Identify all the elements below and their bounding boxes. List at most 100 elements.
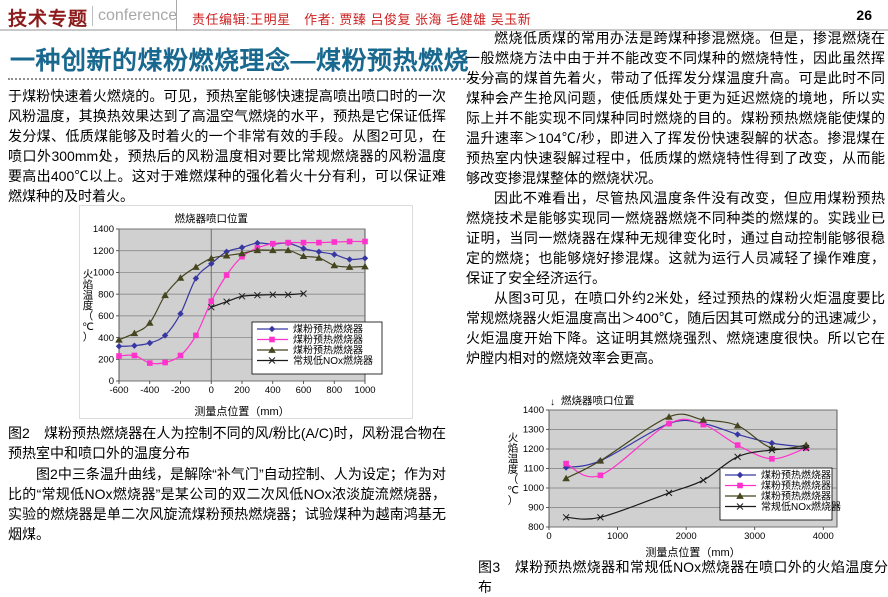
fig3-svg: 800 900 1000 1100 1200 1300 1400 0 1000 2000 3000 4… xyxy=(507,394,841,559)
y-axis-title-char: 焰 xyxy=(508,441,519,454)
y-tick-label: 1400 xyxy=(93,224,114,235)
left-column-paragraph-1: 于煤粉快速着火燃烧的。可见，预热室能够快速提高喷出喷口时的一次风粉温度，其换热效… xyxy=(8,88,446,204)
x-marker xyxy=(223,298,230,306)
diamond-marker xyxy=(131,342,138,349)
x-marker xyxy=(238,292,246,300)
diamond-marker xyxy=(238,244,246,251)
x-tick-label: 0 xyxy=(546,531,551,542)
square-marker xyxy=(131,352,138,359)
y-axis-title-char: （ xyxy=(83,310,94,322)
square-marker xyxy=(270,240,276,247)
triangle-marker xyxy=(345,263,354,270)
diamond-marker xyxy=(192,275,200,282)
triangle-marker xyxy=(222,252,231,259)
triangle-marker xyxy=(207,254,216,262)
x-axis-title: 测量点位置（mm） xyxy=(194,404,289,418)
triangle-marker xyxy=(284,246,292,254)
x-marker xyxy=(300,290,307,297)
x-axis-title: 测量点位置（mm） xyxy=(645,545,740,559)
diamond-marker xyxy=(146,339,153,347)
figure-2-chart: 0 200 400 600 800 1000 1200 1400 -600 -400 -200 0 20… xyxy=(79,205,413,419)
square-marker xyxy=(116,353,122,359)
y-tick-label: 1200 xyxy=(93,246,114,257)
square-marker xyxy=(316,239,322,246)
legend-label: 煤粉预热燃烧器 xyxy=(293,323,363,336)
square-marker xyxy=(666,420,672,427)
y-axis-title-char: 度 xyxy=(83,299,94,312)
y-axis-title-char: （ xyxy=(508,474,519,486)
page-header: 技术专题 conference 责任编辑:王明星 作者: 贾臻 吕俊复 张海 毛… xyxy=(0,0,888,31)
square-marker xyxy=(362,238,368,245)
diamond-marker xyxy=(346,256,353,263)
diamond-marker xyxy=(115,343,123,350)
x-marker xyxy=(734,453,741,461)
triangle-marker xyxy=(562,474,570,482)
x-marker xyxy=(269,291,277,299)
diamond-marker xyxy=(331,251,338,258)
triangle-marker xyxy=(115,336,123,343)
x-marker xyxy=(802,444,810,452)
legend-box xyxy=(251,321,383,375)
y-tick-label: 800 xyxy=(98,289,114,300)
square-marker xyxy=(239,253,245,260)
diamond-marker xyxy=(300,245,307,252)
triangle-marker xyxy=(146,319,154,326)
x-tick-label: 800 xyxy=(326,385,342,396)
y-tick-label: 1100 xyxy=(524,464,544,475)
square-marker xyxy=(147,360,153,366)
legend-label: 煤粉预热燃烧器 xyxy=(293,344,363,357)
x-marker xyxy=(284,291,292,299)
square-marker xyxy=(162,359,168,366)
x-tick-label: 0 xyxy=(209,385,214,396)
legend-label: 煤粉预热燃烧器 xyxy=(761,469,831,482)
x-tick-label: -400 xyxy=(140,385,159,396)
square-marker xyxy=(285,239,291,246)
x-tick-label: 1000 xyxy=(607,531,628,542)
diamond-marker xyxy=(768,439,776,447)
y-axis-title-char: 温 xyxy=(83,289,94,301)
triangle-marker xyxy=(299,252,308,259)
page-number: 26 xyxy=(856,7,872,23)
x-marker xyxy=(268,357,276,364)
square-marker xyxy=(269,336,275,343)
triangle-marker xyxy=(192,263,200,270)
square-marker xyxy=(177,352,184,359)
square-marker xyxy=(223,272,230,278)
diamond-marker xyxy=(361,255,369,262)
legend-label: 煤粉预热燃烧器 xyxy=(761,479,831,492)
triangle-marker xyxy=(253,246,262,254)
y-axis-title-char: 火 xyxy=(508,432,519,444)
x-tick-label: 2000 xyxy=(676,531,697,542)
triangle-marker xyxy=(699,416,708,423)
x-marker xyxy=(562,513,570,521)
legend-label: 常规低NOx燃烧器 xyxy=(293,354,373,367)
x-marker xyxy=(736,503,744,510)
triangle-marker xyxy=(361,262,369,270)
y-tick-label: 900 xyxy=(528,503,544,514)
square-marker xyxy=(300,239,307,246)
nozzle-arrow-icon: ↓ xyxy=(550,397,555,408)
figure-2-caption: 图2 煤粉预热燃烧器在人为控制不同的风/粉比(A/C)时，风粉混合物在预热室中和… xyxy=(8,425,446,461)
x-tick-label: 600 xyxy=(296,385,312,396)
diamond-marker xyxy=(177,310,184,317)
square-marker xyxy=(737,482,743,489)
triangle-marker xyxy=(130,329,139,337)
chart-title: 燃烧器喷口位置 xyxy=(175,212,249,225)
y-tick-label: 400 xyxy=(98,333,114,344)
square-marker xyxy=(597,472,604,479)
x-marker xyxy=(768,446,776,454)
square-marker xyxy=(331,239,338,245)
diamond-marker xyxy=(268,325,276,333)
article-title: 一种创新的煤粉燃烧理念—煤粉预热燃烧 xyxy=(10,47,470,75)
x-tick-label: 3000 xyxy=(744,531,765,542)
triangle-marker xyxy=(733,422,742,429)
legend-label: 常规低NOx燃烧器 xyxy=(761,500,841,513)
square-marker xyxy=(700,421,707,428)
square-marker xyxy=(769,456,775,462)
legend-label: 煤粉预热燃烧器 xyxy=(761,490,831,503)
y-axis-title-char: ） xyxy=(508,495,519,507)
x-tick-label: 4000 xyxy=(813,531,834,542)
triangle-marker xyxy=(161,291,169,299)
